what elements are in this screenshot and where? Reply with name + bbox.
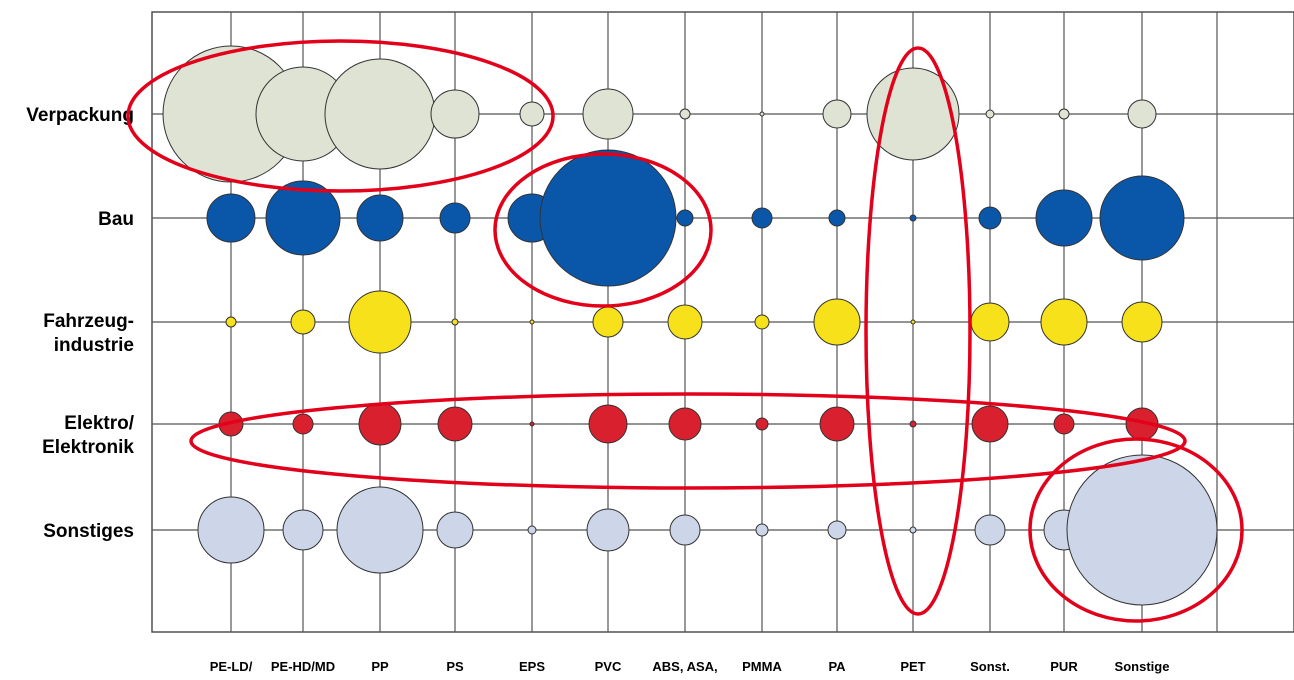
- bubble: [828, 209, 846, 227]
- bubble: [754, 314, 770, 330]
- bubble: [358, 402, 402, 446]
- bubble: [819, 406, 855, 442]
- bubble: [582, 88, 634, 140]
- highlight-ellipse: [189, 392, 1187, 490]
- column-label: PS: [446, 659, 464, 674]
- bubble: [1127, 99, 1157, 129]
- row-label: Elektro/Elektronik: [42, 413, 135, 458]
- bubble: [970, 302, 1010, 342]
- row-label-line: industrie: [54, 335, 134, 356]
- bubble: [225, 316, 237, 328]
- bubble: [451, 318, 459, 326]
- bubble: [292, 413, 314, 435]
- row-label: Bau: [98, 209, 134, 230]
- highlight-ellipse: [864, 46, 972, 616]
- highlight-ellipse: [1028, 437, 1244, 623]
- bubble: [985, 109, 995, 119]
- bubble: [206, 193, 256, 243]
- bubble: [1035, 189, 1093, 247]
- bubble: [813, 298, 861, 346]
- column-label: PE-HD/MD: [271, 659, 335, 674]
- column-label: Sonst.: [970, 659, 1010, 674]
- bubble: [527, 525, 537, 535]
- row-label-line: Bau: [98, 209, 134, 230]
- bubble: [539, 149, 677, 287]
- bubble: [439, 202, 471, 234]
- bubble: [592, 306, 624, 338]
- bubble: [436, 511, 474, 549]
- bubble: [437, 406, 473, 442]
- column-label: PP: [371, 659, 389, 674]
- column-label: PUR: [1050, 659, 1078, 674]
- column-label: PMMA: [742, 659, 782, 674]
- row-label-line: Elektronik: [42, 437, 134, 458]
- bubble: [197, 496, 265, 564]
- bubble: [978, 206, 1002, 230]
- row-labels: Verpackung Bau Fahrzeug-industrie Elektro/E…: [26, 105, 134, 542]
- bubble: [336, 486, 424, 574]
- column-label: ABS, ASA,: [652, 659, 717, 674]
- column-label: PA: [828, 659, 846, 674]
- highlight-ellipse: [493, 152, 713, 308]
- highlight-ellipses: [126, 39, 1244, 623]
- column-labels: PE-LD/PE-HD/MD PP PS EPS PVC ABS, ASA, PMMA PA P…: [210, 659, 1170, 674]
- bubble: [529, 319, 535, 325]
- bubble: [866, 67, 960, 161]
- bubble: [1099, 175, 1185, 261]
- bubble: [529, 421, 535, 427]
- column-label: PVC: [595, 659, 622, 674]
- bubble: [1121, 301, 1163, 343]
- row-label-line: Elektro/: [64, 413, 134, 434]
- bubble: [324, 58, 436, 170]
- row-label: Fahrzeug-industrie: [43, 311, 134, 356]
- bubble: [430, 89, 480, 139]
- column-label: PE-LD/: [210, 659, 253, 674]
- bubble: [519, 101, 545, 127]
- bubble: [679, 108, 691, 120]
- column-label: EPS: [519, 659, 545, 674]
- bubble: [755, 523, 769, 537]
- bubble: [668, 407, 702, 441]
- bubble: [1066, 454, 1218, 606]
- bubble: [282, 509, 324, 551]
- column-label: Sonstige: [1115, 659, 1170, 674]
- bubble: [755, 417, 769, 431]
- bubble: [265, 180, 341, 256]
- bubble: [759, 111, 765, 117]
- bubble: [827, 520, 847, 540]
- bubble: [909, 420, 917, 428]
- bubble: [822, 99, 852, 129]
- bubble: [1053, 413, 1075, 435]
- bubble: [1040, 298, 1088, 346]
- bubble: [909, 214, 917, 222]
- bubble: [669, 514, 701, 546]
- bubble: [910, 319, 916, 325]
- bubble: [667, 304, 703, 340]
- row-label: Verpackung: [26, 105, 134, 126]
- highlight-ellipse: [126, 39, 555, 193]
- column-label: PET: [900, 659, 925, 674]
- bubble: [676, 209, 694, 227]
- row-label-line: Verpackung: [26, 105, 134, 126]
- bubble: [974, 514, 1006, 546]
- bubble: [751, 207, 773, 229]
- bubble: [909, 526, 917, 534]
- row-label: Sonstiges: [43, 521, 134, 542]
- bubble: [586, 508, 630, 552]
- bubble: [971, 405, 1009, 443]
- bubble: [290, 309, 316, 335]
- bubble: [1058, 108, 1070, 120]
- row-label-line: Fahrzeug-: [43, 311, 134, 332]
- bubble: [588, 404, 628, 444]
- row-label-line: Sonstiges: [43, 521, 134, 542]
- bubbles: [162, 45, 1218, 606]
- bubble: [356, 194, 404, 242]
- bubble: [348, 290, 412, 354]
